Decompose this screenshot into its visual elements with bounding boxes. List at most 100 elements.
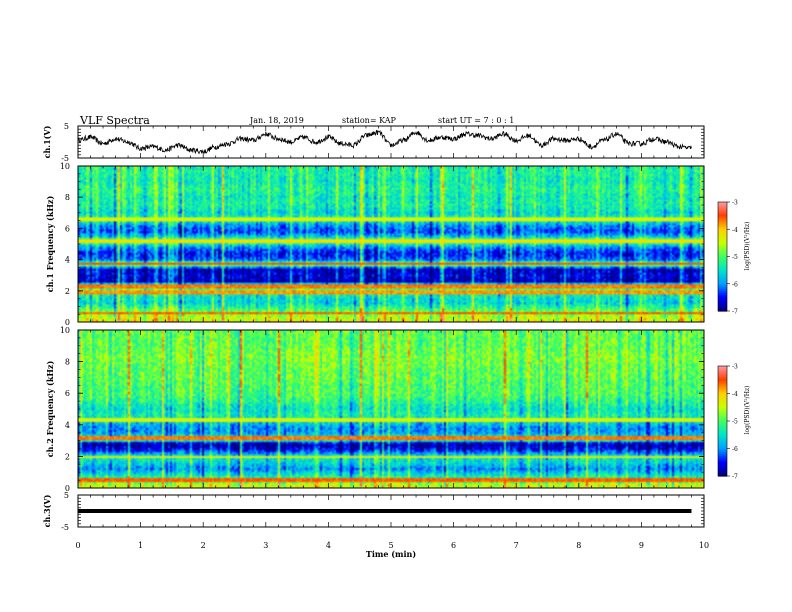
colorbar-swatch (718, 247, 727, 250)
colorbar-tick-label: -5 (732, 419, 738, 426)
ch1-waveform-frame (77, 125, 705, 159)
colorbar-swatch (718, 227, 727, 230)
colorbar-swatch (718, 452, 727, 455)
colorbar-swatch (718, 267, 727, 270)
colorbar-swatch (718, 212, 727, 216)
colorbar-swatch (718, 441, 727, 444)
colorbar-swatch (718, 243, 727, 247)
colorbar-swatch (718, 443, 727, 446)
colorbar-swatch (718, 216, 727, 219)
ch1-waveform-line (77, 129, 692, 155)
colorbar-swatch (718, 202, 727, 205)
colorbar-swatch (718, 461, 727, 464)
colorbar-swatch (718, 261, 727, 265)
colorbar-swatch (718, 245, 727, 249)
x-tick-label: 0 (75, 541, 80, 550)
colorbar-swatch (718, 218, 727, 221)
colorbar-swatch (718, 229, 727, 232)
y-tick-label: -5 (61, 523, 69, 532)
ch1-colorbar: -3 -4 -5 -6 -7 (717, 200, 738, 316)
colorbar-swatch (718, 280, 727, 283)
colorbar-swatch (718, 424, 727, 428)
colorbar-swatch (718, 444, 727, 448)
colorbar-swatch (718, 463, 727, 466)
colorbar-swatch (718, 406, 727, 409)
ch1-colorbar-label: log(PSD)(V²/Hz) (744, 222, 751, 271)
colorbar-swatch (718, 422, 727, 426)
colorbar-swatch (718, 417, 727, 420)
y-tick-label: 4 (65, 421, 70, 430)
colorbar-swatch (718, 457, 727, 461)
colorbar-swatch (718, 307, 727, 310)
colorbar-swatch (718, 371, 727, 374)
colorbar-swatch (718, 468, 727, 472)
colorbar-swatch (718, 426, 727, 429)
colorbar-swatch (718, 211, 727, 214)
colorbar-swatch (718, 298, 727, 301)
colorbar-swatch (718, 225, 727, 229)
colorbar-swatch (718, 435, 727, 439)
colorbar-swatch (718, 207, 727, 210)
colorbar-swatch (718, 375, 727, 378)
colorbar-swatch (718, 432, 727, 435)
colorbar-swatch (718, 221, 727, 225)
colorbar-swatch (718, 400, 727, 404)
colorbar-swatch (718, 472, 727, 475)
colorbar-swatch (718, 382, 727, 385)
colorbar-swatch (718, 209, 727, 212)
y-tick-label: 2 (65, 452, 70, 461)
colorbar-swatch (718, 380, 727, 384)
ch2-spectrogram-plot (78, 330, 704, 488)
colorbar-swatch (718, 459, 727, 462)
ch3-waveform-ylabel: ch.3(V) (42, 494, 52, 527)
ch2-colorbar: -3 -4 -5 -6 -7 (717, 364, 738, 481)
colorbar-swatch (718, 415, 727, 418)
colorbar-swatch (718, 296, 727, 299)
colorbar-swatch (718, 251, 727, 254)
colorbar-swatch (718, 223, 727, 227)
y-tick-label: 5 (64, 491, 69, 500)
colorbar-swatch (718, 421, 727, 424)
colorbar-swatch (718, 419, 727, 422)
colorbar-swatch (718, 386, 727, 389)
spectrogram-image (78, 166, 704, 322)
ch1-waveform-panel: 5 -5 ch.1(V) (42, 122, 705, 163)
colorbar-swatch (718, 397, 727, 400)
colorbar-swatch (718, 303, 727, 307)
colorbar-swatch (718, 265, 727, 268)
colorbar-swatch (718, 249, 727, 252)
colorbar-tick-label: -3 (732, 364, 738, 371)
colorbar-swatch (718, 465, 727, 468)
colorbar-tick-label: -6 (732, 446, 738, 453)
colorbar-swatch (718, 254, 727, 258)
colorbar-swatch (718, 300, 727, 303)
ch3-waveform-panel: 5 -5 ch.3(V) (42, 491, 705, 532)
colorbar-tick-label: -7 (732, 309, 738, 316)
ch1-waveform-plot (77, 129, 692, 155)
x-tick-label: 2 (201, 541, 206, 550)
x-tick-label: 8 (576, 541, 581, 550)
colorbar-swatch (718, 285, 727, 288)
colorbar-swatch (718, 283, 727, 287)
ch2-spectrogram-y-axis: 0 2 4 6 8 10 (60, 326, 704, 493)
colorbar-tick-label: -3 (732, 200, 738, 207)
ch1-spectrogram-plot (78, 166, 704, 322)
colorbar-swatch (718, 367, 727, 371)
colorbar-swatch (718, 391, 727, 395)
y-tick-label: 6 (65, 389, 70, 398)
ch1-spectrogram-ylabel: ch.1 Frequency (kHz) (45, 196, 55, 293)
colorbar-swatch (718, 413, 727, 417)
y-tick-label: 0 (65, 318, 70, 327)
x-tick-label: 10 (699, 541, 709, 550)
colorbar-swatch (718, 289, 727, 292)
ch1-waveform-ylabel: ch.1(V) (42, 125, 52, 158)
colorbar-swatch (718, 232, 727, 236)
colorbar-swatch (718, 278, 727, 281)
colorbar-swatch (718, 238, 727, 241)
y-tick-label: 8 (65, 358, 70, 367)
y-tick-label: 0 (65, 484, 70, 493)
colorbar-swatch (718, 274, 727, 278)
colorbar-swatch (718, 378, 727, 382)
colorbar-swatch (718, 236, 727, 239)
colorbar-swatch (718, 309, 727, 312)
